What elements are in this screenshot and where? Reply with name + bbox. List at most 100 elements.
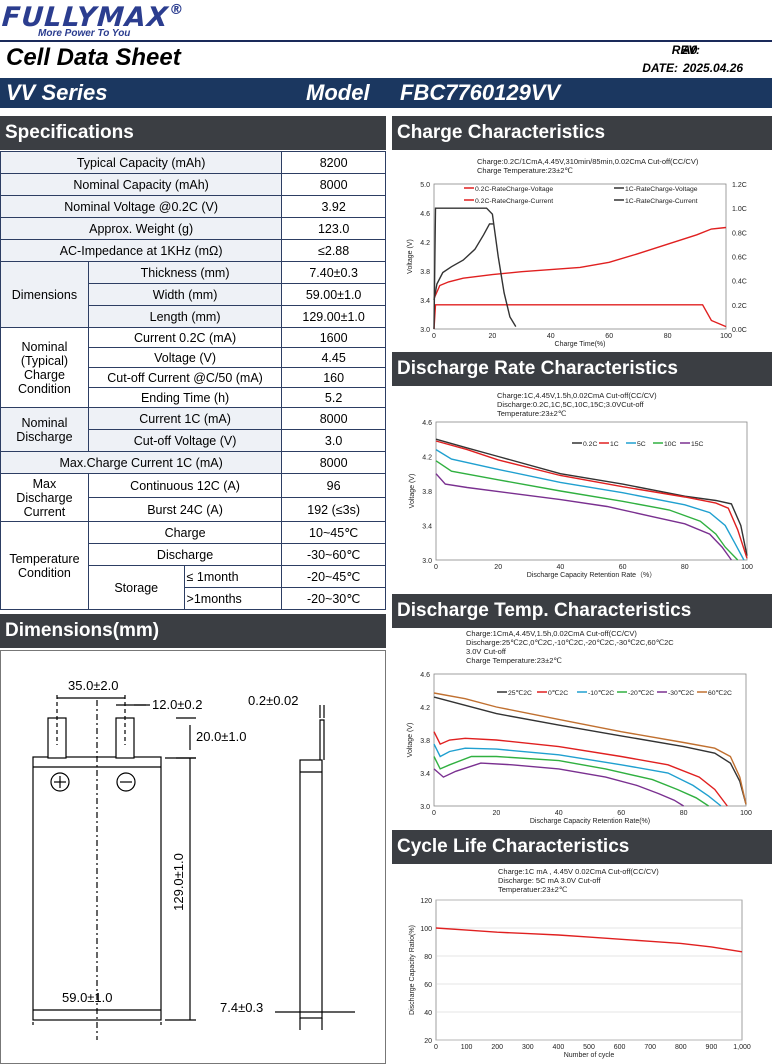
chart-condition-text: Charge:1CmA,4.45V,1.5h,0.02CmA Cut-off(C… — [466, 629, 637, 638]
y2-tick-label: 0.2C — [732, 303, 747, 310]
table-row: Max Discharge Current Continuous 12C (A) 9… — [0, 473, 386, 522]
spec-value: 129.00±1.0 — [281, 305, 386, 328]
spec-value: -20~30℃ — [281, 587, 386, 610]
x-tick-label: 80 — [680, 810, 688, 817]
x-tick-label: 80 — [664, 333, 672, 340]
model-number: FBC7760129VV — [400, 80, 561, 105]
spec-value: 8000 — [281, 407, 386, 430]
y-tick-label: 3.0 — [422, 558, 432, 565]
legend-label: -30℃2C — [668, 690, 694, 697]
spec-label: ≤ 1month — [183, 565, 283, 588]
y2-tick-label: 1.2C — [732, 182, 747, 189]
series-line — [433, 731, 728, 807]
tab-side — [319, 719, 325, 760]
y-tick-label: 3.4 — [422, 524, 432, 531]
dim-label: 0.2±0.02 — [248, 693, 299, 708]
series-line — [433, 226, 727, 299]
table-row: Storage ≤ 1month -20~45℃ — [1, 565, 386, 610]
spec-label: Length (mm) — [87, 305, 283, 328]
x-tick-label: 500 — [583, 1044, 595, 1051]
y2-tick-label: 0.4C — [732, 279, 747, 286]
model-label: Model — [306, 80, 370, 105]
spec-value: 3.0 — [281, 429, 386, 452]
y-tick-label: 60 — [424, 982, 432, 989]
x-tick-label: 40 — [547, 333, 555, 340]
charge-heading: Charge Characteristics — [392, 116, 772, 150]
y-tick-label: 4.6 — [422, 420, 432, 427]
dim-label: 129.0±1.0 — [171, 853, 186, 911]
page-title: Cell Data Sheet — [6, 44, 181, 71]
x-tick-label: 0 — [432, 333, 436, 340]
chart-condition-text: Temperature:23±2℃ — [497, 409, 567, 418]
table-row: Burst 24C (A) 192 (≤3s) — [1, 497, 386, 522]
spec-label: Storage — [87, 565, 185, 610]
spec-value: 3.92 — [281, 195, 386, 218]
cell-body-side — [299, 759, 323, 1019]
legend-label: -20℃2C — [628, 690, 654, 697]
spec-label: Nominal Capacity (mAh) — [0, 173, 283, 196]
chart-condition-text: Charge:0.2C/1CmA,4.45V,310min/85min,0.02… — [477, 157, 699, 166]
table-row: Nominal Capacity (mAh) 8000 — [0, 173, 386, 196]
x-tick-label: 800 — [675, 1044, 687, 1051]
cycle-life-chart: Charge:1C mA , 4.45V 0.02CmA Cut-off(CC/… — [409, 867, 751, 1059]
spec-value: 192 (≤3s) — [281, 497, 386, 522]
series-line — [435, 473, 732, 561]
x-tick-label: 1,000 — [733, 1044, 751, 1051]
y-tick-label: 4.6 — [420, 211, 430, 218]
dimensions-drawing: 35.0±2.0 12.0±0.2 20.0±1.0 129.0±1.0 59.… — [32, 678, 355, 1040]
spec-label: Width (mm) — [87, 283, 283, 306]
x-tick-label: 100 — [720, 333, 732, 340]
table-row: Temperature Condition Charge 10~45℃ — [0, 521, 386, 610]
table-row: Voltage (V) 4.45 — [1, 347, 386, 368]
table-row: Length (mm) 129.00±1.0 — [1, 305, 386, 328]
legend-label: -10℃2C — [588, 690, 614, 697]
spec-value: 4.45 — [281, 347, 386, 368]
series-line — [433, 762, 684, 807]
x-tick-label: 100 — [741, 564, 753, 571]
table-row: Nominal (Typical) Charge Condition Curren… — [0, 327, 386, 408]
y-tick-label: 80 — [424, 954, 432, 961]
table-row: Cut-off Current @C/50 (mA) 160 — [1, 367, 386, 388]
spec-value: 7.40±0.3 — [281, 261, 386, 284]
spec-label: Discharge — [87, 543, 283, 566]
table-row: Dimensions Thickness (mm) 7.40±0.3 — [0, 261, 386, 328]
spec-value: 8000 — [281, 173, 386, 196]
table-row: Approx. Weight (g) 123.0 — [0, 217, 386, 240]
x-tick-label: 200 — [491, 1044, 503, 1051]
y-tick-label: 5.0 — [420, 182, 430, 189]
x-tick-label: 0 — [434, 564, 438, 571]
x-tick-label: 40 — [557, 564, 565, 571]
dim-label: 12.0±0.2 — [152, 697, 203, 712]
table-row: >1months -20~30℃ — [1, 587, 386, 610]
chart-condition-text: Charge:1C,4.45V,1.5h,0.02CmA Cut-off(CC/… — [497, 391, 657, 400]
chart-condition-text: Discharge:25℃2C,0℃2C,-10℃2C,-20℃2C,-30℃2… — [466, 638, 674, 647]
y-tick-label: 4.2 — [422, 455, 432, 462]
y-tick-label: 4.6 — [420, 672, 430, 679]
rev-value: A0 — [682, 43, 698, 57]
legend-label: 1C-RateCharge-Current — [625, 198, 698, 205]
series-line — [433, 304, 727, 330]
chart-condition-text: 3.0V Cut-off — [466, 647, 507, 656]
spec-value: 59.00±1.0 — [281, 283, 386, 306]
y-tick-label: 3.0 — [420, 327, 430, 334]
chart-condition-text: Charge:1C mA , 4.45V 0.02CmA Cut-off(CC/… — [498, 867, 659, 876]
y-axis-label: Voltage (V) — [407, 239, 414, 274]
legend-label: 60℃2C — [708, 690, 732, 697]
series-line — [433, 696, 747, 805]
x-tick-label: 20 — [493, 810, 501, 817]
legend-label: 5C — [637, 441, 646, 448]
discharge-temp-heading: Discharge Temp. Characteristics — [392, 594, 772, 628]
y-tick-label: 3.0 — [420, 804, 430, 811]
positive-terminal-icon — [50, 772, 70, 792]
series-line — [435, 927, 743, 953]
table-row: Typical Capacity (mAh) 8200 — [0, 151, 386, 174]
x-tick-label: 600 — [614, 1044, 626, 1051]
spec-label: Burst 24C (A) — [87, 497, 283, 522]
legend-label: 1C-RateCharge-Voltage — [625, 186, 698, 193]
y-tick-label: 120 — [420, 898, 432, 905]
charge-chart: Charge:0.2C/1CmA,4.45V,310min/85min,0.02… — [407, 157, 747, 348]
spec-label: Max.Charge Current 1C (mA) — [0, 451, 283, 474]
series-line — [433, 692, 747, 805]
x-tick-label: 700 — [644, 1044, 656, 1051]
group-label: Nominal (Typical) Charge Condition — [0, 327, 89, 408]
